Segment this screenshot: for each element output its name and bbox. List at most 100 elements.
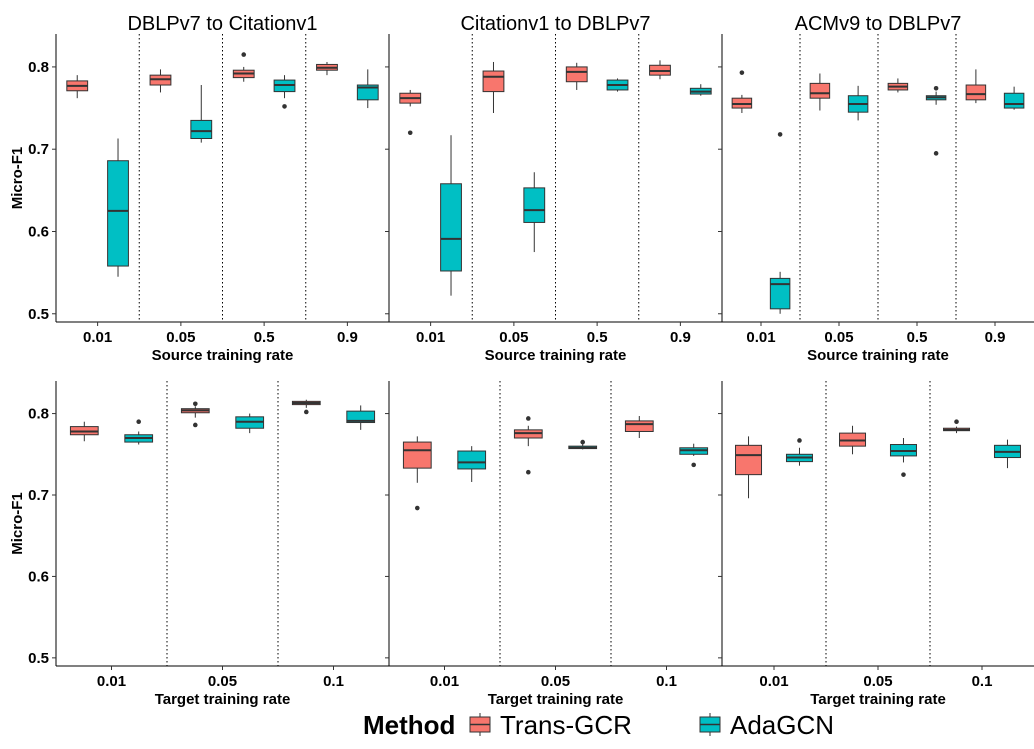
x-tick-label: 0.05 — [499, 329, 528, 346]
box-adagcn — [124, 419, 154, 445]
panel-title: ACMv9 to DBLPv7 — [795, 13, 962, 35]
outlier-point — [407, 130, 413, 136]
box-adagcn — [273, 75, 296, 109]
box-trans-gcr — [316, 61, 338, 76]
box-adagcn — [925, 86, 947, 156]
box-body — [457, 450, 487, 470]
x-axis-label: Source training rate — [807, 347, 949, 364]
outlier-point — [193, 401, 198, 407]
outlier-point — [304, 409, 309, 415]
box-body — [346, 410, 376, 424]
panel-4: 0.5 0.6 0.7 0.8 0.01 0.05 0.1 Target training r… — [9, 381, 389, 708]
x-axis-label: Source training rate — [152, 347, 294, 364]
outlier-point — [526, 416, 531, 421]
box-adagcn — [785, 438, 813, 466]
x-tick-label: 0.05 — [166, 329, 195, 346]
box-adagcn — [523, 172, 546, 253]
y-tick-label: 0.6 — [28, 568, 49, 585]
outlier-point — [193, 422, 198, 428]
box-adagcn — [107, 138, 129, 277]
panel-1: 0.5 0.6 0.7 0.8 0.01 0.05 0.5 0.9 DBLPv7 to Cita… — [9, 13, 389, 364]
x-axis-label: Source training rate — [485, 347, 627, 364]
box-trans-gcr — [887, 78, 909, 93]
x-tick-label: 0.5 — [254, 329, 275, 346]
outlier-point — [136, 419, 141, 425]
box-adagcn — [568, 439, 598, 450]
box-trans-gcr — [565, 62, 588, 90]
box-trans-gcr — [965, 69, 987, 104]
box-adagcn — [606, 78, 629, 92]
box-adagcn — [689, 84, 712, 96]
x-tick-label: 0.01 — [430, 673, 459, 690]
box-body — [523, 187, 546, 223]
box-trans-gcr — [839, 425, 867, 455]
x-tick-label: 0.1 — [656, 673, 677, 690]
box-trans-gcr — [624, 416, 654, 438]
x-axis-label: Target training rate — [155, 691, 291, 708]
panel-3: 0.01 0.05 0.5 0.9 ACMv9 to DBLPv7 Source trai… — [718, 13, 1034, 364]
box-adagcn — [235, 413, 265, 434]
x-tick-label: 0.5 — [587, 329, 608, 346]
box-body — [107, 160, 129, 267]
x-tick-label: 0.9 — [670, 329, 691, 346]
box-body — [440, 183, 462, 272]
outlier-point — [954, 419, 959, 425]
panel-5: 0.01 0.05 0.1 Target training rate — [385, 381, 722, 708]
box-body — [735, 444, 763, 476]
x-tick-label: 0.01 — [97, 673, 126, 690]
x-axis-label: Target training rate — [810, 691, 946, 708]
x-tick-label: 0.9 — [985, 329, 1006, 346]
box-trans-gcr — [649, 60, 671, 80]
box-adagcn — [356, 69, 379, 109]
outlier-point — [901, 472, 906, 477]
x-tick-label: 0.05 — [208, 673, 237, 690]
box-trans-gcr — [66, 75, 89, 99]
y-tick-label: 0.6 — [28, 223, 49, 240]
outlier-point — [526, 469, 531, 475]
y-tick-label: 0.5 — [28, 306, 49, 323]
legend-title: Method — [363, 710, 455, 740]
box-trans-gcr — [731, 70, 753, 113]
outlier-point — [282, 104, 287, 109]
outlier-point — [797, 438, 802, 443]
panel-title: DBLPv7 to Citationv1 — [127, 13, 317, 35]
x-tick-label: 0.01 — [759, 673, 788, 690]
box-trans-gcr — [232, 52, 255, 82]
x-tick-label: 0.01 — [746, 329, 775, 346]
outlier-point — [933, 151, 939, 156]
panel-2: 0.01 0.05 0.5 0.9 Citationv1 to DBLPv7 Source… — [385, 13, 722, 364]
x-tick-label: 0.05 — [541, 673, 570, 690]
legend-item-adagcn: AdaGCN — [699, 710, 834, 740]
legend-item-trans-gcr: Trans-GCR — [469, 710, 632, 740]
x-tick-label: 0.01 — [416, 329, 445, 346]
box-body — [769, 277, 791, 310]
box-trans-gcr — [735, 436, 763, 499]
outlier-point — [415, 505, 420, 511]
box-body — [965, 84, 987, 101]
box-body — [356, 84, 379, 101]
panel-6: 0.01 0.05 0.1 Target training rate — [718, 381, 1034, 708]
box-trans-gcr — [180, 401, 210, 428]
box-adagcn — [847, 85, 869, 121]
outlier-point — [580, 439, 585, 445]
box-adagcn — [889, 438, 917, 477]
box-body — [809, 82, 831, 99]
box-body — [482, 70, 505, 93]
x-tick-label: 0.9 — [337, 329, 358, 346]
x-tick-label: 0.1 — [323, 673, 344, 690]
outlier-point — [933, 86, 939, 91]
legend-label: Trans-GCR — [500, 710, 632, 740]
box-trans-gcr — [399, 89, 422, 136]
x-tick-label: 0.05 — [863, 673, 892, 690]
box-adagcn — [679, 443, 709, 468]
x-tick-label: 0.05 — [824, 329, 853, 346]
box-trans-gcr — [149, 69, 172, 93]
box-adagcn — [1003, 86, 1025, 110]
box-body — [190, 119, 213, 140]
box-body — [624, 420, 654, 432]
box-trans-gcr — [69, 421, 99, 442]
box-trans-gcr — [943, 419, 971, 434]
y-tick-label: 0.5 — [28, 650, 49, 667]
y-axis-label: Micro-F1 — [9, 147, 26, 210]
x-tick-label: 0.01 — [83, 329, 112, 346]
